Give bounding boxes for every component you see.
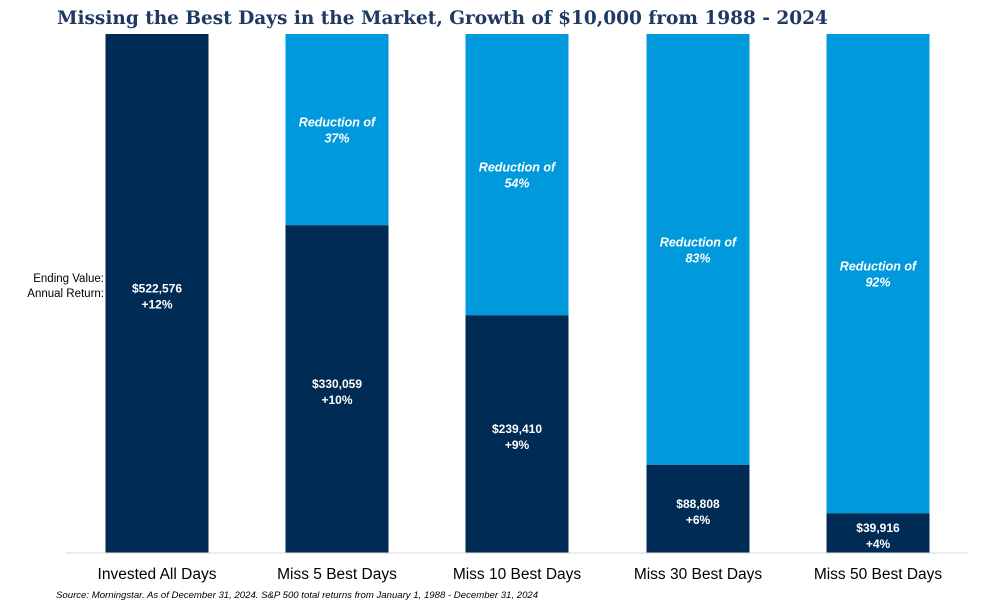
reduction-segment <box>285 34 389 226</box>
row-labels: Ending Value: Annual Return: <box>0 272 104 302</box>
annual-return-label: +6% <box>686 513 711 527</box>
bars-layer <box>105 34 930 554</box>
ending-value-segment <box>646 464 750 553</box>
reduction-label: Reduction of <box>299 116 377 130</box>
annual-return-label: +12% <box>141 298 172 312</box>
category-label: Miss 5 Best Days <box>277 566 397 583</box>
reduction-label: 37% <box>324 132 349 146</box>
reduction-label: Reduction of <box>840 260 918 274</box>
source-note: Source: Morningstar. As of December 31, … <box>56 590 539 601</box>
ending-value-segment <box>465 315 569 553</box>
reduction-segment <box>646 34 750 465</box>
category-label: Miss 50 Best Days <box>814 566 943 583</box>
reduction-label: 83% <box>685 251 710 265</box>
chart-title: Missing the Best Days in the Market, Gro… <box>57 8 828 29</box>
reduction-label: Reduction of <box>660 235 738 249</box>
reduction-segment <box>826 34 930 514</box>
reduction-label: 54% <box>504 177 529 191</box>
reduction-label: Reduction of <box>479 161 557 175</box>
annual-return-label: Annual Return: <box>27 288 104 300</box>
ending-value-label: $39,916 <box>856 521 900 535</box>
ending-value-label: $330,059 <box>312 377 362 391</box>
ending-value-label: Ending Value: <box>33 273 104 285</box>
annual-return-label: +4% <box>866 537 891 551</box>
category-label: Invested All Days <box>98 566 217 583</box>
ending-value-label: $88,808 <box>676 497 720 511</box>
annual-return-label: +10% <box>321 393 352 407</box>
reduction-segment <box>465 34 569 316</box>
annual-return-label: +9% <box>505 438 530 452</box>
ending-value-segment <box>285 225 389 554</box>
ending-value-segment <box>826 513 930 553</box>
ending-value-label: $522,576 <box>132 282 182 296</box>
reduction-label: 92% <box>865 276 890 290</box>
category-label: Miss 10 Best Days <box>453 566 582 583</box>
ending-value-segment <box>105 34 209 553</box>
ending-value-label: $239,410 <box>492 422 542 436</box>
category-label: Miss 30 Best Days <box>634 566 763 583</box>
labels-layer: $522,576 +12% Invested All Days $330,059 +10… <box>98 116 943 583</box>
